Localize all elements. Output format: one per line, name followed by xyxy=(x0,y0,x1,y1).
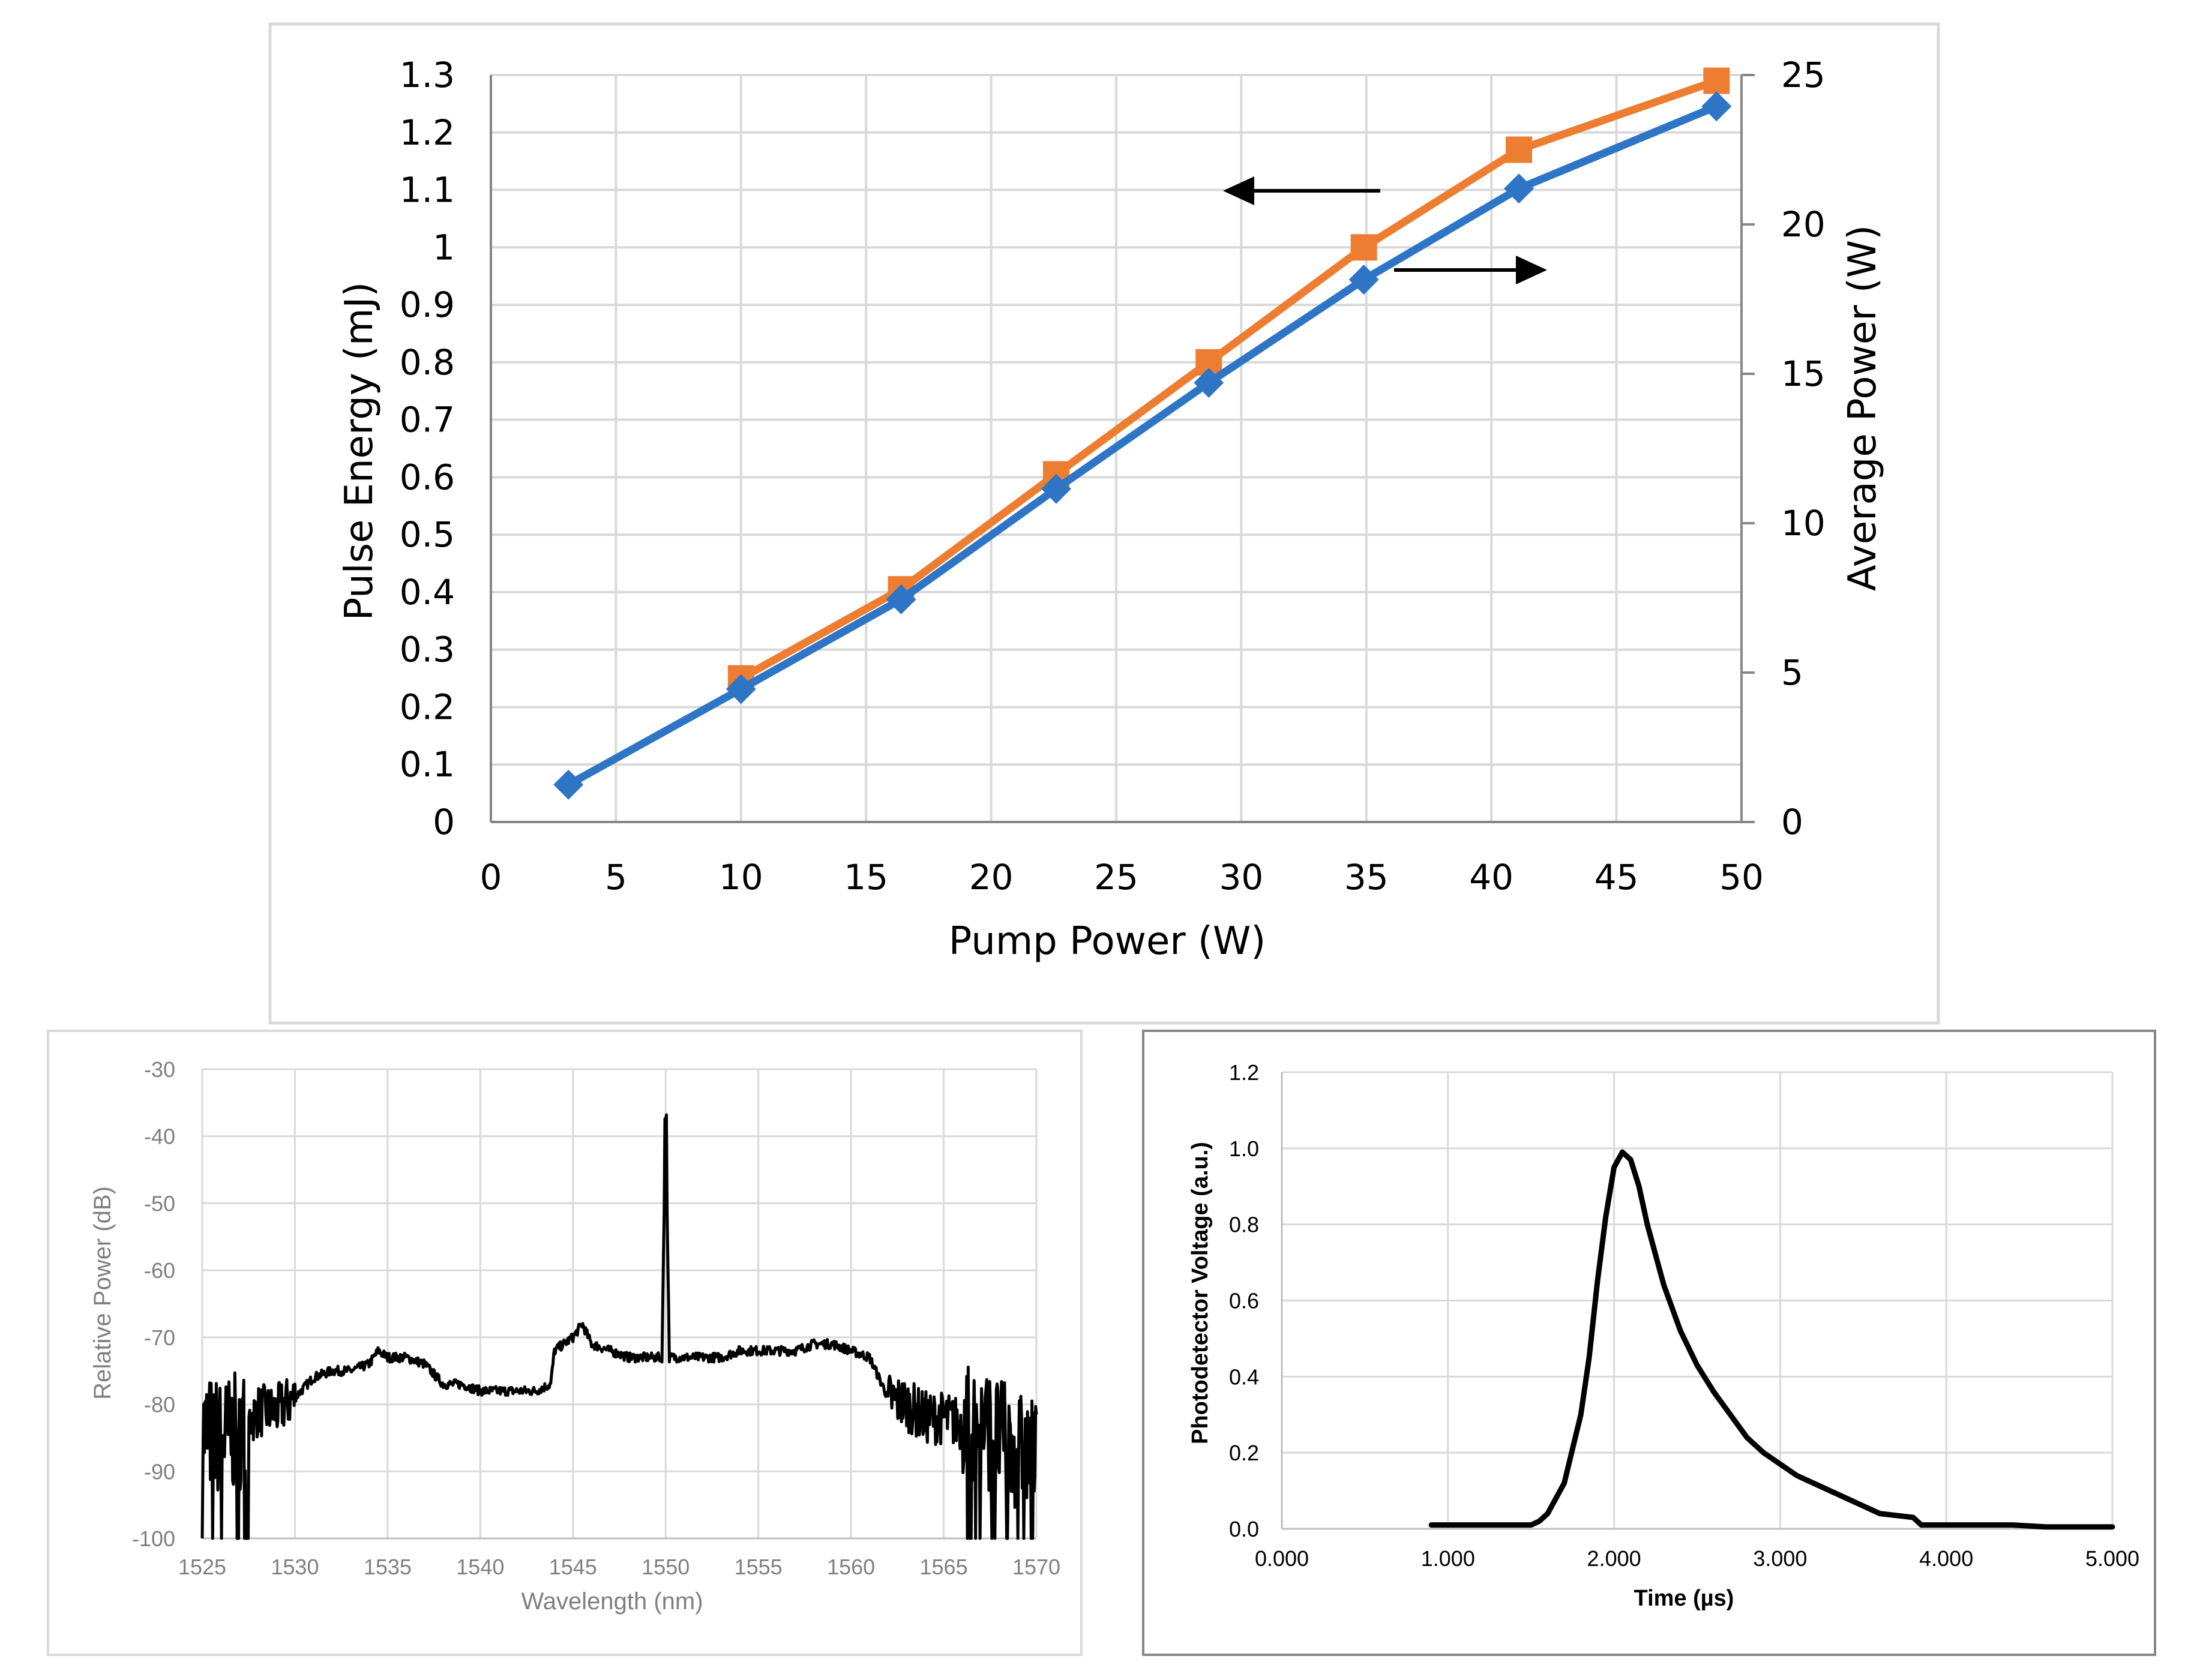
spectrum-x-tick-label: 1555 xyxy=(735,1555,783,1579)
pump-y2-tick-label: 25 xyxy=(1781,55,1826,95)
average-power-point xyxy=(886,584,916,614)
pump-x-tick-label: 0 xyxy=(480,857,502,898)
average-power-point xyxy=(1348,265,1379,295)
pump-x-tick-label: 5 xyxy=(605,857,627,898)
pulse-y-axis-title: Photodetector Voltage (a.u.) xyxy=(1188,1142,1213,1444)
pump-y-tick-label: 0.9 xyxy=(400,284,455,325)
spectrum-y-axis-title: Relative Power (dB) xyxy=(89,1186,116,1400)
pulse-x-tick-label: 2.000 xyxy=(1587,1546,1641,1571)
pump-chart: 0 5 10 15 20 25 30 35 40 45 5000.10.20.30.40.50.60… xyxy=(400,55,1826,898)
pump-y-tick-label: 0.2 xyxy=(400,686,455,727)
pulse-trace xyxy=(1428,1149,2115,1530)
pump-y-axis-title: Pulse Energy (mJ) xyxy=(337,282,382,620)
pulse-y-tick-label: 1.0 xyxy=(1229,1136,1259,1161)
pulse-y-tick-label: 0.0 xyxy=(1229,1517,1259,1541)
pump-y2-axis-title: Average Power (W) xyxy=(1841,225,1885,591)
average-power-point xyxy=(1041,473,1071,504)
average-power-point xyxy=(726,674,756,704)
pump-y-tick-label: 0 xyxy=(433,802,455,842)
pump-y-tick-label: 1 xyxy=(433,227,455,268)
average-power-point xyxy=(1194,367,1224,398)
pump-y2-tick-label: 5 xyxy=(1781,652,1803,693)
pump-y-tick-label: 0.3 xyxy=(400,629,455,670)
spectrum-y-tick-label: -90 xyxy=(144,1459,175,1484)
pump-x-tick-label: 10 xyxy=(719,857,763,898)
pump-x-tick-label: 45 xyxy=(1594,857,1639,898)
pulse-x-tick-label: 4.000 xyxy=(1919,1546,1973,1571)
spectrum-x-tick-label: 1545 xyxy=(549,1555,597,1579)
pulse-x-tick-label: 3.000 xyxy=(1753,1546,1807,1571)
pump-x-axis-title: Pump Power (W) xyxy=(949,919,1266,964)
average-power-point xyxy=(1504,173,1534,204)
pump-x-tick-label: 15 xyxy=(844,857,888,898)
pump-x-tick-label: 40 xyxy=(1469,857,1513,898)
spectrum-x-axis-title: Wavelength (nm) xyxy=(521,1588,703,1615)
pump-x-tick-label: 35 xyxy=(1344,857,1389,898)
pump-y2-tick-label: 0 xyxy=(1781,802,1803,842)
spectrum-x-tick-label: 1540 xyxy=(456,1555,504,1579)
pulse-y-tick-label: 1.2 xyxy=(1229,1060,1259,1085)
spectrum-x-tick-label: 1565 xyxy=(920,1555,968,1579)
average-power-point xyxy=(553,769,584,800)
pulse-energy-point xyxy=(1506,136,1533,163)
spectrum-y-tick-label: -100 xyxy=(132,1526,175,1551)
pump-y-tick-label: 0.6 xyxy=(400,457,455,497)
spectrum-x-tick-label: 1550 xyxy=(642,1555,690,1579)
pulse-chart-frame xyxy=(1142,1030,2156,1656)
pulse-y-tick-label: 0.6 xyxy=(1229,1289,1259,1313)
pump-y-tick-label: 1.2 xyxy=(400,112,455,153)
pulse-x-tick-label: 0.000 xyxy=(1255,1546,1309,1571)
pulse-energy-point xyxy=(1703,67,1730,94)
pump-y-tick-label: 0.7 xyxy=(400,400,455,440)
pulse-y-tick-label: 0.2 xyxy=(1229,1441,1259,1465)
right-arrow-head xyxy=(1516,256,1547,284)
pulse-y-tick-label: 0.4 xyxy=(1229,1364,1259,1389)
pulse-energy-point xyxy=(1350,234,1377,261)
spectrum-x-tick-label: 1525 xyxy=(178,1555,226,1579)
spectrum-y-tick-label: -40 xyxy=(144,1124,175,1149)
spectrum-y-tick-label: -60 xyxy=(144,1258,175,1283)
pump-y-tick-label: 0.8 xyxy=(400,342,455,383)
pump-y-tick-label: 1.1 xyxy=(400,170,455,211)
pulse-y-tick-label: 0.8 xyxy=(1229,1213,1259,1237)
pump-y2-tick-label: 10 xyxy=(1781,503,1826,544)
spectrum-x-tick-label: 1560 xyxy=(827,1555,875,1579)
pump-y-tick-label: 1.3 xyxy=(400,55,455,95)
spectrum-trace xyxy=(200,1113,1038,1540)
pulse-x-tick-label: 5.000 xyxy=(2085,1546,2139,1571)
spectrum-y-tick-label: -50 xyxy=(144,1191,175,1216)
pump-x-tick-label: 20 xyxy=(969,857,1014,898)
pump-y-tick-label: 0.1 xyxy=(400,744,455,785)
pulse-x-axis-title: Time (µs) xyxy=(1634,1586,1734,1611)
average-power-point xyxy=(1701,91,1732,122)
left-arrow-head xyxy=(1223,176,1254,205)
pump-y-tick-label: 0.4 xyxy=(400,572,455,613)
pulse-chart: 0.000 1.000 2.000 3.000 4.000 5.000 0.0 0.2 0.4 0… xyxy=(1229,1060,2139,1571)
spectrum-y-tick-label: -30 xyxy=(144,1057,175,1082)
pump-y2-tick-label: 20 xyxy=(1781,204,1826,245)
pump-x-tick-label: 30 xyxy=(1219,857,1263,898)
spectrum-x-tick-label: 1570 xyxy=(1012,1555,1060,1579)
average-power-series-line xyxy=(567,103,1718,788)
pump-y2-tick-label: 15 xyxy=(1781,353,1826,394)
pump-x-tick-label: 50 xyxy=(1719,857,1764,898)
pump-x-tick-label: 25 xyxy=(1094,857,1138,898)
pulse-x-tick-label: 1.000 xyxy=(1421,1546,1475,1571)
spectrum-y-tick-label: -80 xyxy=(144,1393,175,1417)
spectrum-x-tick-label: 1530 xyxy=(271,1555,319,1579)
spectrum-chart: 1525 1530 1535 1540 1545 1550 1555 1560 1565 1570… xyxy=(132,1057,1060,1579)
spectrum-x-tick-label: 1535 xyxy=(364,1555,412,1579)
spectrum-y-tick-label: -70 xyxy=(144,1325,175,1350)
pump-y-tick-label: 0.5 xyxy=(400,514,455,555)
